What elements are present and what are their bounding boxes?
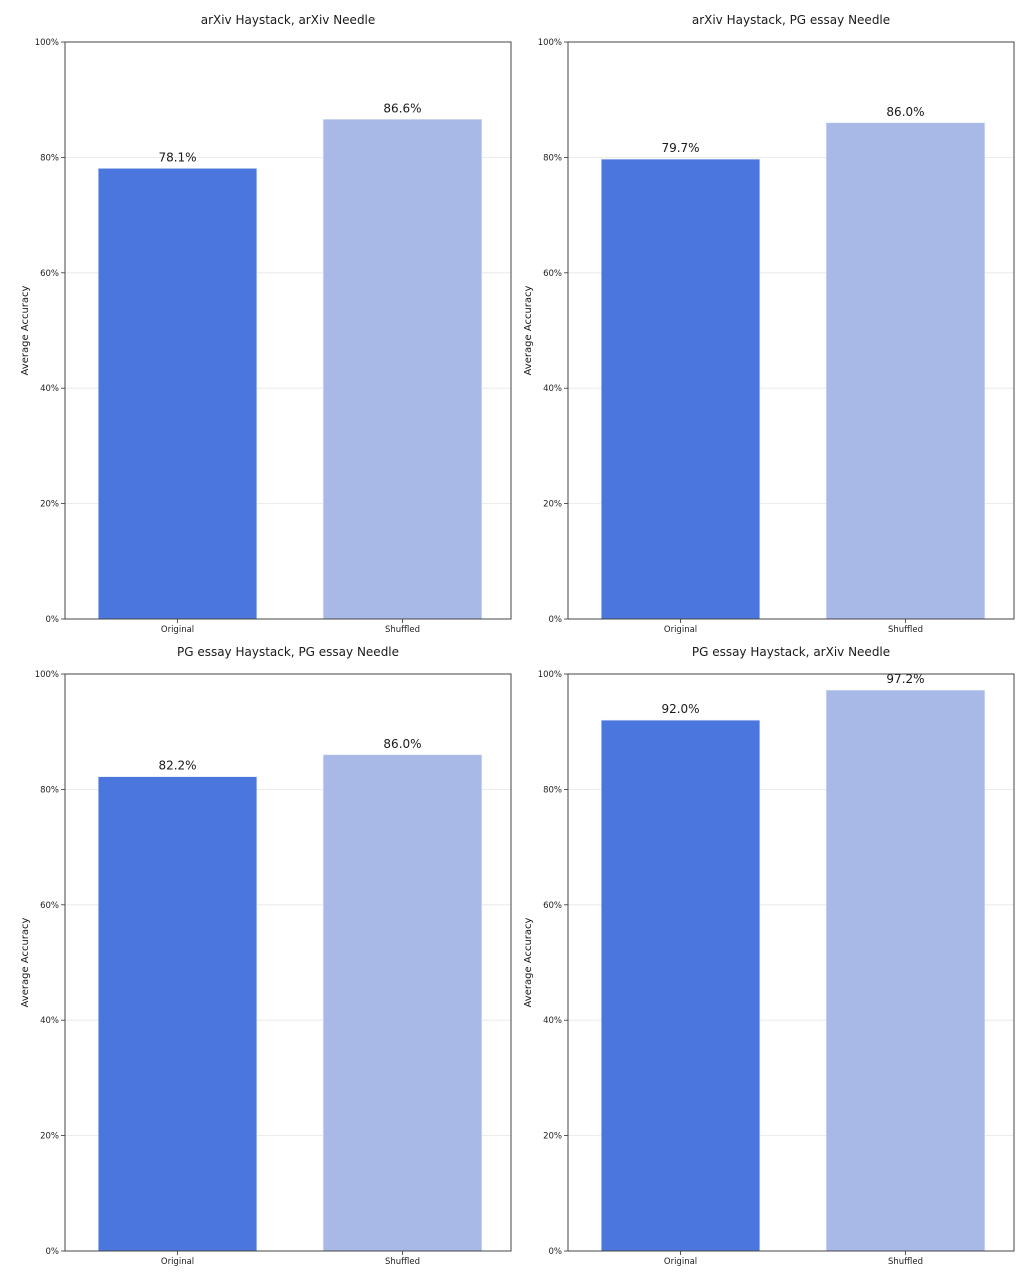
bar-original <box>600 158 761 620</box>
x-tick-label: Original <box>664 1257 697 1267</box>
bar-shuffled <box>322 119 483 620</box>
bar-shuffled <box>322 754 483 1252</box>
y-tick-label: 40% <box>543 384 562 394</box>
y-tick-label: 60% <box>40 901 59 911</box>
y-tick-label: 80% <box>543 785 562 795</box>
data-label: 79.7% <box>661 141 699 155</box>
y-tick-label: 40% <box>543 1016 562 1026</box>
x-tick-label: Shuffled <box>888 1257 923 1267</box>
y-tick-label: 20% <box>543 500 562 510</box>
data-label: 92.0% <box>661 702 699 716</box>
y-tick-label: 40% <box>40 1016 59 1026</box>
data-label: 82.2% <box>158 759 196 773</box>
data-label: 97.2% <box>886 672 924 686</box>
data-label: 78.1% <box>158 150 196 164</box>
y-tick-label: 0% <box>46 1247 60 1257</box>
y-axis-label: Average Accuracy <box>20 285 31 375</box>
chart-title: PG essay Haystack, arXiv Needle <box>692 645 890 659</box>
x-tick-label: Original <box>161 625 194 635</box>
y-tick-label: 100% <box>35 670 59 680</box>
chart-panel-1: arXiv Haystack, arXiv Needle 0% 20% 40% 60% 8… <box>20 13 512 635</box>
axes-frame <box>64 41 512 620</box>
bar-shuffled <box>825 689 986 1252</box>
bar-original <box>97 168 258 620</box>
x-tick-label: Shuffled <box>888 625 923 635</box>
bar-original <box>97 776 258 1252</box>
y-axis-label: Average Accuracy <box>523 917 534 1007</box>
y-tick-label: 0% <box>549 1247 563 1257</box>
y-tick-label: 60% <box>543 269 562 279</box>
y-tick-label: 20% <box>543 1132 562 1142</box>
x-tick-label: Shuffled <box>385 1257 420 1267</box>
y-tick-label: 100% <box>538 38 562 48</box>
y-axis-label: Average Accuracy <box>523 285 534 375</box>
x-tick-label: Original <box>161 1257 194 1267</box>
chart-title: arXiv Haystack, arXiv Needle <box>201 13 376 27</box>
chart-title: arXiv Haystack, PG essay Needle <box>692 13 890 27</box>
y-tick-label: 40% <box>40 384 59 394</box>
x-tick-label: Shuffled <box>385 625 420 635</box>
data-label: 86.6% <box>383 101 421 115</box>
y-axis-label: Average Accuracy <box>20 917 31 1007</box>
y-tick-label: 80% <box>543 153 562 163</box>
chart-panel-3: PG essay Haystack, PG essay Needle 0% 20% 4… <box>20 645 512 1267</box>
x-tick-label: Original <box>664 625 697 635</box>
data-label: 86.0% <box>886 105 924 119</box>
y-tick-label: 100% <box>35 38 59 48</box>
y-tick-label: 60% <box>543 901 562 911</box>
axes-frame <box>64 673 512 1252</box>
y-tick-label: 20% <box>40 1132 59 1142</box>
y-tick-label: 0% <box>46 615 60 625</box>
axes-frame <box>567 673 1015 1252</box>
y-tick-label: 80% <box>40 785 59 795</box>
y-tick-label: 80% <box>40 153 59 163</box>
chart-title: PG essay Haystack, PG essay Needle <box>177 645 399 659</box>
data-label: 86.0% <box>383 737 421 751</box>
y-tick-label: 100% <box>538 670 562 680</box>
y-tick-label: 0% <box>549 615 563 625</box>
bar-original <box>600 719 761 1252</box>
chart-panel-4: PG essay Haystack, arXiv Needle 0% 20% 40% 6… <box>523 645 1015 1267</box>
chart-panel-2: arXiv Haystack, PG essay Needle 0% 20% 40% 6… <box>523 13 1015 635</box>
y-tick-label: 60% <box>40 269 59 279</box>
y-tick-label: 20% <box>40 500 59 510</box>
axes-frame <box>567 41 1015 620</box>
bar-shuffled <box>825 122 986 620</box>
